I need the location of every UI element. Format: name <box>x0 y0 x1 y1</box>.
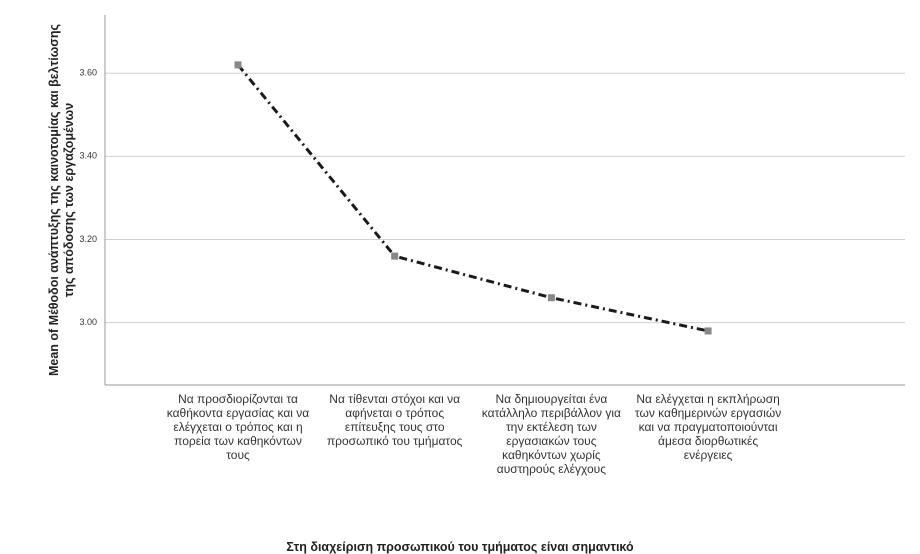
y-axis-label: Mean of Μέθοδοι ανάπτυξης της καινοτομία… <box>47 24 76 377</box>
y-tick-label: 3.20 <box>79 234 97 244</box>
marker <box>234 61 242 69</box>
y-tick-label: 3.40 <box>79 151 97 161</box>
marker <box>704 327 712 335</box>
y-tick-label: 3.60 <box>79 68 97 78</box>
line <box>236 63 709 333</box>
x-axis-label: Στη διαχείριση προσωπικού του τμήματος ε… <box>286 540 634 554</box>
x-tick-label: Να ελέγχεται η εκπλήρωση των καθημερινών… <box>634 392 782 462</box>
x-tick-label: Να δημιουργείται ένα κατάλληλο περιβάλλο… <box>481 392 621 476</box>
marker <box>547 294 555 302</box>
x-tick-label: Να προσδιορίζονται τα καθήκοντα εργασίας… <box>166 392 310 462</box>
x-tick-label: Να τίθενται στόχοι και να αφήνεται ο τρό… <box>326 392 463 448</box>
y-tick-label: 3.00 <box>79 317 97 327</box>
marker <box>391 252 399 260</box>
